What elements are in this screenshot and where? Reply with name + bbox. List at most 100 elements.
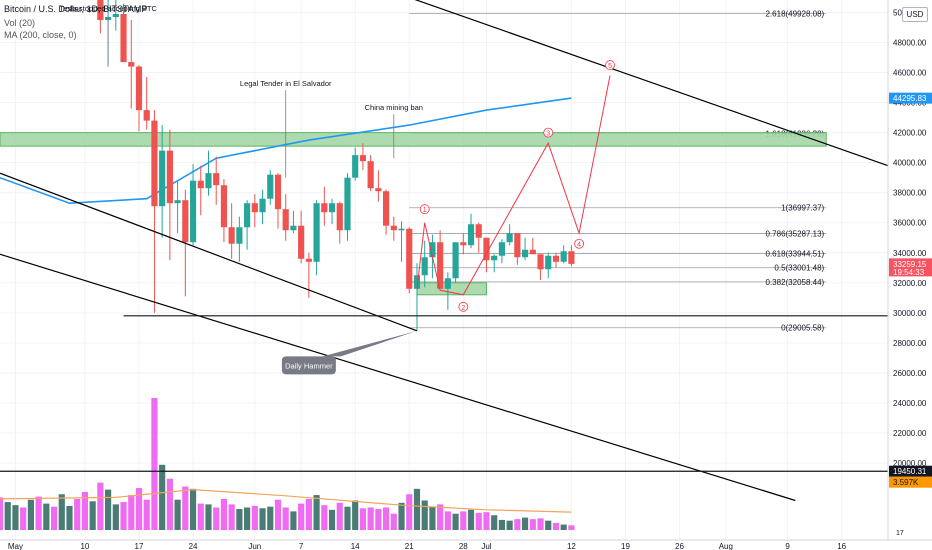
candle-body[interactable] bbox=[491, 255, 498, 261]
candle-body[interactable] bbox=[135, 66, 143, 111]
candle-body[interactable] bbox=[159, 150, 166, 207]
candle-body[interactable] bbox=[298, 225, 305, 259]
candle-body[interactable] bbox=[560, 251, 567, 262]
candle-body[interactable] bbox=[367, 161, 374, 189]
wave-path[interactable] bbox=[416, 75, 611, 296]
candle-body[interactable] bbox=[545, 255, 552, 270]
time-tick-label: 10 bbox=[80, 542, 89, 550]
time-axis-bg[interactable] bbox=[0, 540, 932, 550]
candle-body[interactable] bbox=[475, 224, 482, 238]
annotation-text[interactable]: Legal Tender in El Salvador bbox=[240, 79, 332, 88]
candle-body[interactable] bbox=[143, 110, 150, 121]
candle-body[interactable] bbox=[413, 275, 421, 289]
volume-bar bbox=[429, 506, 436, 530]
annotation-text[interactable]: Tesla stopped accepting BTC bbox=[59, 4, 157, 13]
candle-body[interactable] bbox=[498, 242, 506, 256]
resistance-zone[interactable] bbox=[0, 132, 827, 147]
candle-body[interactable] bbox=[437, 242, 444, 289]
callout-box[interactable] bbox=[281, 356, 336, 375]
candle-body[interactable] bbox=[97, 0, 104, 21]
candle-body[interactable] bbox=[382, 191, 390, 226]
time-tick-label: Jul bbox=[481, 542, 491, 550]
candle-body[interactable] bbox=[421, 257, 428, 276]
annotation-text[interactable]: China mining ban bbox=[365, 103, 423, 112]
volume-bar bbox=[151, 398, 158, 530]
volume-bar bbox=[274, 499, 282, 530]
candle-body[interactable] bbox=[398, 228, 405, 231]
candle-body[interactable] bbox=[120, 14, 127, 63]
candle-body[interactable] bbox=[467, 224, 475, 246]
ma-indicator-label[interactable]: MA (200, close, 0) bbox=[4, 30, 77, 40]
price-tag-text: 3.597K bbox=[893, 478, 919, 487]
candle-body[interactable] bbox=[375, 188, 382, 192]
trendline[interactable] bbox=[0, 253, 796, 502]
candle-body[interactable] bbox=[112, 14, 119, 18]
candle-body[interactable] bbox=[344, 177, 351, 231]
candle-body[interactable] bbox=[552, 255, 560, 262]
volume-bar bbox=[120, 502, 127, 530]
callout-pointer bbox=[322, 330, 417, 357]
candle-body[interactable] bbox=[274, 174, 282, 210]
candle-body[interactable] bbox=[128, 62, 135, 67]
volume-indicator-label[interactable]: Vol (20) bbox=[4, 18, 36, 28]
time-tick-label: 7 bbox=[299, 542, 304, 550]
volume-bar bbox=[498, 519, 506, 530]
volume-bar bbox=[537, 518, 544, 530]
candle-body[interactable] bbox=[251, 203, 258, 213]
candle-body[interactable] bbox=[166, 150, 173, 204]
candle-body[interactable] bbox=[305, 258, 312, 262]
candle-body[interactable] bbox=[174, 200, 181, 204]
candle-body[interactable] bbox=[182, 200, 189, 243]
currency-button[interactable]: USD bbox=[902, 7, 928, 22]
candle-body[interactable] bbox=[282, 209, 289, 231]
volume-bar bbox=[213, 507, 220, 530]
candle-body[interactable] bbox=[390, 225, 397, 231]
candle-body[interactable] bbox=[429, 242, 436, 258]
candle-body[interactable] bbox=[359, 155, 367, 162]
candle-body[interactable] bbox=[452, 242, 459, 279]
candle-body[interactable] bbox=[205, 173, 212, 189]
candle-body[interactable] bbox=[521, 249, 529, 258]
candle-body[interactable] bbox=[568, 251, 575, 264]
candle-body[interactable] bbox=[313, 203, 320, 262]
candle-body[interactable] bbox=[537, 254, 544, 270]
volume-bar bbox=[398, 502, 405, 530]
candle-body[interactable] bbox=[460, 242, 467, 246]
trendline[interactable] bbox=[0, 172, 418, 332]
price-tick-label: 28000.00 bbox=[893, 339, 927, 348]
trendline[interactable] bbox=[409, 0, 889, 167]
candle-body[interactable] bbox=[197, 180, 204, 189]
price-tick-label: 26000.00 bbox=[893, 369, 927, 378]
volume-bar bbox=[12, 505, 19, 530]
candle-body[interactable] bbox=[267, 174, 274, 199]
price-tick-label: 22000.00 bbox=[893, 429, 927, 438]
candle-body[interactable] bbox=[444, 278, 451, 289]
candle-body[interactable] bbox=[220, 185, 228, 228]
candle-body[interactable] bbox=[321, 203, 328, 213]
candle-body[interactable] bbox=[514, 233, 521, 258]
price-tag-text: 33259.15 bbox=[893, 260, 927, 269]
candle-body[interactable] bbox=[529, 249, 536, 255]
volume-bar bbox=[467, 509, 475, 530]
price-tick-label: 40000.00 bbox=[893, 159, 927, 168]
price-tag bbox=[889, 465, 932, 477]
candle-body[interactable] bbox=[228, 227, 235, 244]
candle-body[interactable] bbox=[352, 155, 359, 178]
fib-level-label: 0(29005.58) bbox=[781, 324, 824, 333]
candle-body[interactable] bbox=[406, 228, 413, 289]
candle-body[interactable] bbox=[483, 237, 490, 261]
candle-body[interactable] bbox=[213, 173, 220, 186]
price-tick-label: 48000.00 bbox=[893, 39, 927, 48]
candle-body[interactable] bbox=[259, 198, 266, 213]
candle-body[interactable] bbox=[290, 225, 297, 231]
candle-body[interactable] bbox=[244, 203, 251, 228]
candle-body[interactable] bbox=[151, 120, 158, 207]
candle-body[interactable] bbox=[189, 180, 197, 243]
time-tick-label: 17 bbox=[135, 542, 144, 550]
candle-body[interactable] bbox=[328, 203, 336, 213]
candle-body[interactable] bbox=[506, 233, 513, 243]
candle-body[interactable] bbox=[236, 227, 243, 244]
candle-body[interactable] bbox=[336, 203, 343, 231]
volume-bar bbox=[552, 523, 560, 530]
